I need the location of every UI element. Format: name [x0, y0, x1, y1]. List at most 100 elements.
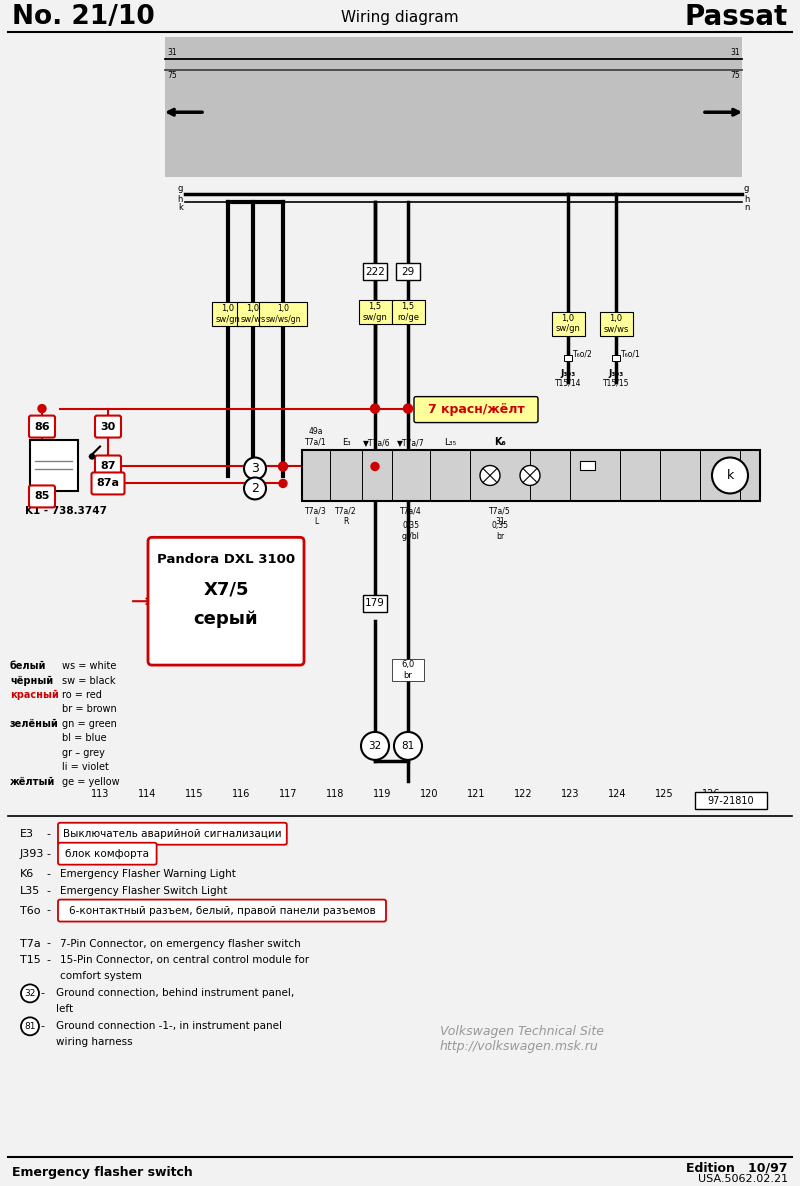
- Text: br = brown: br = brown: [62, 704, 117, 714]
- Text: Volkswagen Technical Site: Volkswagen Technical Site: [440, 1025, 604, 1038]
- Text: 117: 117: [278, 789, 298, 799]
- Text: 126: 126: [702, 789, 720, 799]
- Text: 123: 123: [561, 789, 579, 799]
- Text: ge = yellow: ge = yellow: [62, 777, 120, 786]
- Text: Passat: Passat: [685, 4, 788, 31]
- Text: -: -: [40, 988, 44, 999]
- Text: красный: красный: [10, 690, 59, 700]
- Text: Ground connection -1-, in instrument panel: Ground connection -1-, in instrument pan…: [56, 1021, 282, 1032]
- FancyBboxPatch shape: [95, 455, 121, 478]
- Text: Ground connection, behind instrument panel,: Ground connection, behind instrument pan…: [56, 988, 294, 999]
- Text: n: n: [744, 203, 750, 212]
- Text: 113: 113: [91, 789, 109, 799]
- FancyBboxPatch shape: [95, 415, 121, 438]
- Text: 0,35
gr/bl: 0,35 gr/bl: [402, 522, 420, 541]
- Text: 125: 125: [654, 789, 674, 799]
- Bar: [599, 312, 633, 336]
- Text: 6,0
br: 6,0 br: [402, 661, 414, 680]
- Bar: [165, 38, 742, 177]
- Circle shape: [480, 465, 500, 485]
- Text: gn = green: gn = green: [62, 719, 117, 729]
- Text: Выключатель аварийной сигнализации: Выключатель аварийной сигнализации: [63, 829, 282, 839]
- Text: 86: 86: [34, 421, 50, 432]
- Text: 1,0
sw/ws: 1,0 sw/ws: [240, 304, 266, 324]
- Text: 31: 31: [730, 49, 740, 57]
- Text: T7a/3
L: T7a/3 L: [305, 506, 327, 525]
- Text: E₃: E₃: [342, 438, 350, 447]
- Text: 116: 116: [232, 789, 250, 799]
- Text: -: -: [46, 829, 50, 839]
- Text: 6-контактный разъем, белый, правой панели разъемов: 6-контактный разъем, белый, правой панел…: [69, 906, 375, 916]
- Text: 179: 179: [365, 598, 385, 608]
- Text: T7a/4: T7a/4: [400, 506, 422, 516]
- Text: T15/14: T15/14: [554, 378, 582, 387]
- Text: http://volkswagen.msk.ru: http://volkswagen.msk.ru: [440, 1040, 598, 1053]
- Text: 75: 75: [730, 71, 740, 81]
- Text: T15/15: T15/15: [602, 378, 630, 387]
- Text: 7 красн/жёлт: 7 красн/жёлт: [428, 403, 524, 416]
- Text: -: -: [46, 906, 50, 916]
- Text: 120: 120: [420, 789, 438, 799]
- Text: comfort system: comfort system: [60, 971, 142, 982]
- FancyBboxPatch shape: [91, 472, 125, 495]
- Text: -: -: [46, 868, 50, 879]
- Circle shape: [279, 479, 287, 487]
- Circle shape: [38, 404, 46, 413]
- Text: Emergency Flasher Warning Light: Emergency Flasher Warning Light: [60, 868, 236, 879]
- Circle shape: [244, 478, 266, 499]
- Text: g
h: g h: [744, 184, 750, 204]
- Bar: [30, 440, 78, 491]
- Text: K1 - 738.3747: K1 - 738.3747: [25, 506, 107, 516]
- Text: 30: 30: [100, 421, 116, 432]
- Text: T7a/2
R: T7a/2 R: [335, 506, 357, 525]
- Text: 1,5
ro/ge: 1,5 ro/ge: [397, 302, 419, 321]
- Bar: [392, 659, 424, 681]
- Circle shape: [244, 458, 266, 479]
- FancyBboxPatch shape: [29, 415, 55, 438]
- Text: T7a/5
31: T7a/5 31: [489, 506, 511, 525]
- Text: 85: 85: [34, 491, 50, 502]
- Text: k: k: [178, 203, 183, 212]
- Text: -: -: [46, 849, 50, 859]
- Text: T7a: T7a: [20, 938, 41, 949]
- Bar: [612, 355, 620, 361]
- Text: жёлтый: жёлтый: [10, 777, 55, 786]
- FancyBboxPatch shape: [58, 823, 287, 844]
- Bar: [363, 263, 387, 280]
- Circle shape: [361, 732, 389, 760]
- Bar: [211, 301, 245, 326]
- Text: T6o: T6o: [20, 906, 41, 916]
- Text: 29: 29: [402, 267, 414, 276]
- Text: 122: 122: [514, 789, 532, 799]
- Circle shape: [370, 404, 379, 413]
- Text: T₆o/1: T₆o/1: [621, 349, 641, 358]
- Text: sw = black: sw = black: [62, 676, 115, 686]
- Text: -: -: [46, 886, 50, 895]
- Bar: [695, 792, 767, 809]
- Text: K6: K6: [20, 868, 34, 879]
- Text: 7-Pin Connector, on emergency flasher switch: 7-Pin Connector, on emergency flasher sw…: [60, 938, 301, 949]
- FancyBboxPatch shape: [414, 396, 538, 422]
- Text: ▼T7a/7: ▼T7a/7: [397, 438, 425, 447]
- Bar: [391, 300, 425, 324]
- Text: 222: 222: [365, 267, 385, 276]
- Text: J₃₉₃: J₃₉₃: [560, 369, 576, 378]
- Text: белый: белый: [10, 661, 46, 671]
- Text: 118: 118: [326, 789, 344, 799]
- Text: -: -: [46, 938, 50, 949]
- Circle shape: [394, 732, 422, 760]
- Text: Pandora DXL 3100: Pandora DXL 3100: [157, 553, 295, 566]
- Text: T15: T15: [20, 956, 41, 965]
- Circle shape: [712, 458, 748, 493]
- Text: -: -: [40, 1021, 44, 1032]
- Text: 32: 32: [368, 741, 382, 751]
- Text: 87a: 87a: [97, 478, 119, 489]
- Text: зелёный: зелёный: [10, 719, 59, 729]
- Bar: [580, 460, 595, 471]
- Bar: [564, 355, 572, 361]
- Bar: [259, 301, 307, 326]
- Circle shape: [21, 1018, 39, 1035]
- Text: 124: 124: [608, 789, 626, 799]
- Text: 1,0
sw/ws: 1,0 sw/ws: [603, 314, 629, 333]
- Text: ws = white: ws = white: [62, 661, 116, 671]
